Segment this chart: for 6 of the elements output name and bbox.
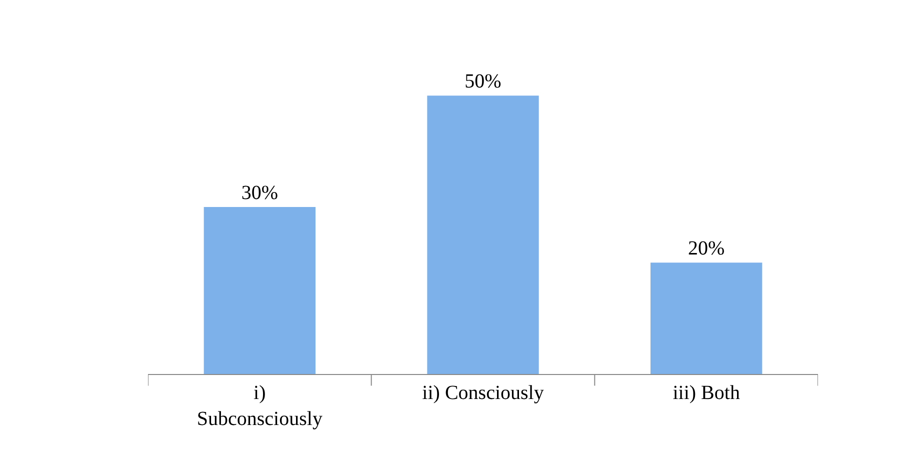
data-label: 20% (688, 238, 725, 260)
data-label: 50% (464, 70, 502, 93)
x-tick-label: ii) Consciously (422, 382, 544, 404)
x-tick-label: i) Subconsciously (196, 382, 322, 430)
data-label: 30% (241, 182, 278, 204)
x-tick-label: iii) Both (672, 382, 740, 404)
